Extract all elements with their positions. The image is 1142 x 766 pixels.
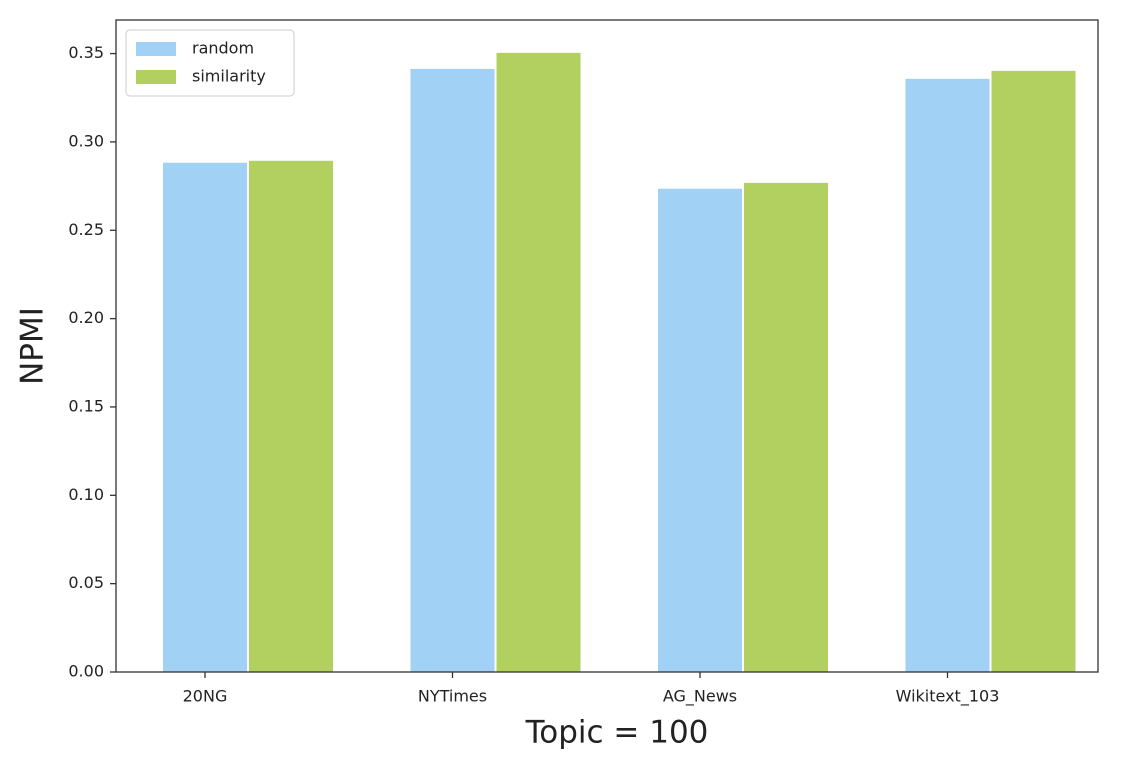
y-tick-label: 0.10 <box>68 485 104 504</box>
y-tick-label: 0.15 <box>68 396 104 415</box>
x-tick-label: NYTimes <box>418 687 487 706</box>
y-axis-label: NPMI <box>15 307 51 385</box>
bar <box>657 187 743 673</box>
bar <box>904 77 991 673</box>
bar <box>743 181 829 673</box>
legend: random similarity <box>125 29 295 97</box>
plot-frame <box>115 19 1099 673</box>
x-tick-label: Wikitext_103 <box>896 687 1000 707</box>
y-tick-label: 0.35 <box>68 43 104 62</box>
legend-label: random <box>192 39 254 58</box>
y-tick-label: 0.00 <box>68 662 104 681</box>
legend-swatch <box>136 70 176 84</box>
y-tick-label: 0.25 <box>68 220 104 239</box>
y-tick-label: 0.05 <box>68 573 104 592</box>
x-tick-label: 20NG <box>183 687 228 706</box>
legend-swatch <box>136 42 176 56</box>
bar <box>248 159 334 673</box>
x-axis-label: Topic = 100 <box>525 715 709 751</box>
x-tick-label: AG_News <box>663 687 737 707</box>
y-tick-label: 0.30 <box>68 131 104 150</box>
legend-label: similarity <box>192 67 266 86</box>
bar <box>409 67 496 673</box>
bar <box>990 69 1077 673</box>
bar <box>495 51 582 673</box>
bar <box>162 161 248 673</box>
y-tick-label: 0.20 <box>68 308 104 327</box>
